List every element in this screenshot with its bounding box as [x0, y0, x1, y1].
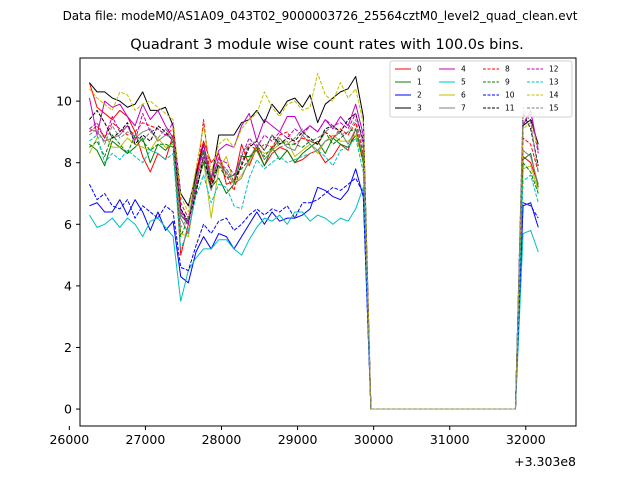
- y-tick-label: 2: [64, 340, 72, 355]
- series-line-6: [88, 134, 539, 410]
- legend-label: 7: [461, 104, 466, 113]
- legend-box: [389, 60, 573, 118]
- legend-label: 0: [417, 65, 422, 74]
- y-tick-label: 8: [64, 155, 72, 170]
- figure-suptitle: Data file: modeM0/AS1A09_043T02_90000037…: [63, 9, 578, 23]
- x-tick-label: 28000: [202, 432, 242, 447]
- series-line-1: [89, 134, 539, 410]
- legend-label: 11: [505, 104, 515, 113]
- series-layer: [88, 72, 539, 410]
- legend-label: 9: [505, 78, 510, 87]
- series-line-12: [89, 112, 539, 410]
- legend-label: 12: [549, 65, 559, 74]
- series-line-5: [89, 186, 539, 410]
- series-line-10: [88, 177, 539, 410]
- legend-label: 5: [461, 78, 466, 87]
- series-line-13: [89, 134, 539, 410]
- series-line-15: [89, 106, 539, 410]
- legend-label: 8: [505, 65, 510, 74]
- series-line-2: [89, 168, 539, 410]
- chart-title: Quadrant 3 module wise count rates with …: [130, 37, 524, 53]
- series-line-0: [88, 82, 539, 410]
- series-line-3: [89, 75, 539, 410]
- legend-label: 15: [549, 104, 559, 113]
- x-axis: 26000 27000 28000 29000 30000 31000 32000: [49, 426, 546, 447]
- legend-label: 14: [549, 91, 559, 100]
- legend-label: 3: [417, 104, 422, 113]
- series-line-8: [89, 119, 539, 410]
- legend-label: 4: [461, 65, 466, 74]
- y-tick-label: 0: [64, 402, 72, 417]
- legend-label: 13: [549, 78, 559, 87]
- x-tick-label: 31000: [430, 432, 470, 447]
- y-axis: 0 2 4 6 8 10: [56, 94, 80, 417]
- series-line-9: [89, 128, 539, 410]
- x-tick-label: 30000: [354, 432, 394, 447]
- legend-label: 2: [417, 91, 422, 100]
- x-axis-offset-label: +3.303e8: [514, 454, 576, 469]
- x-tick-label: 26000: [49, 432, 89, 447]
- series-line-14: [89, 72, 539, 410]
- legend-label: 1: [417, 78, 422, 87]
- y-tick-label: 4: [64, 278, 72, 293]
- y-tick-label: 10: [56, 94, 72, 109]
- y-tick-label: 6: [64, 217, 72, 232]
- legend-label: 6: [461, 91, 466, 100]
- x-tick-label: 29000: [278, 432, 318, 447]
- x-tick-label: 32000: [506, 432, 546, 447]
- series-line-7: [89, 125, 539, 410]
- plot-frame: [79, 57, 577, 427]
- x-tick-label: 27000: [126, 432, 166, 447]
- legend-label: 10: [505, 91, 515, 100]
